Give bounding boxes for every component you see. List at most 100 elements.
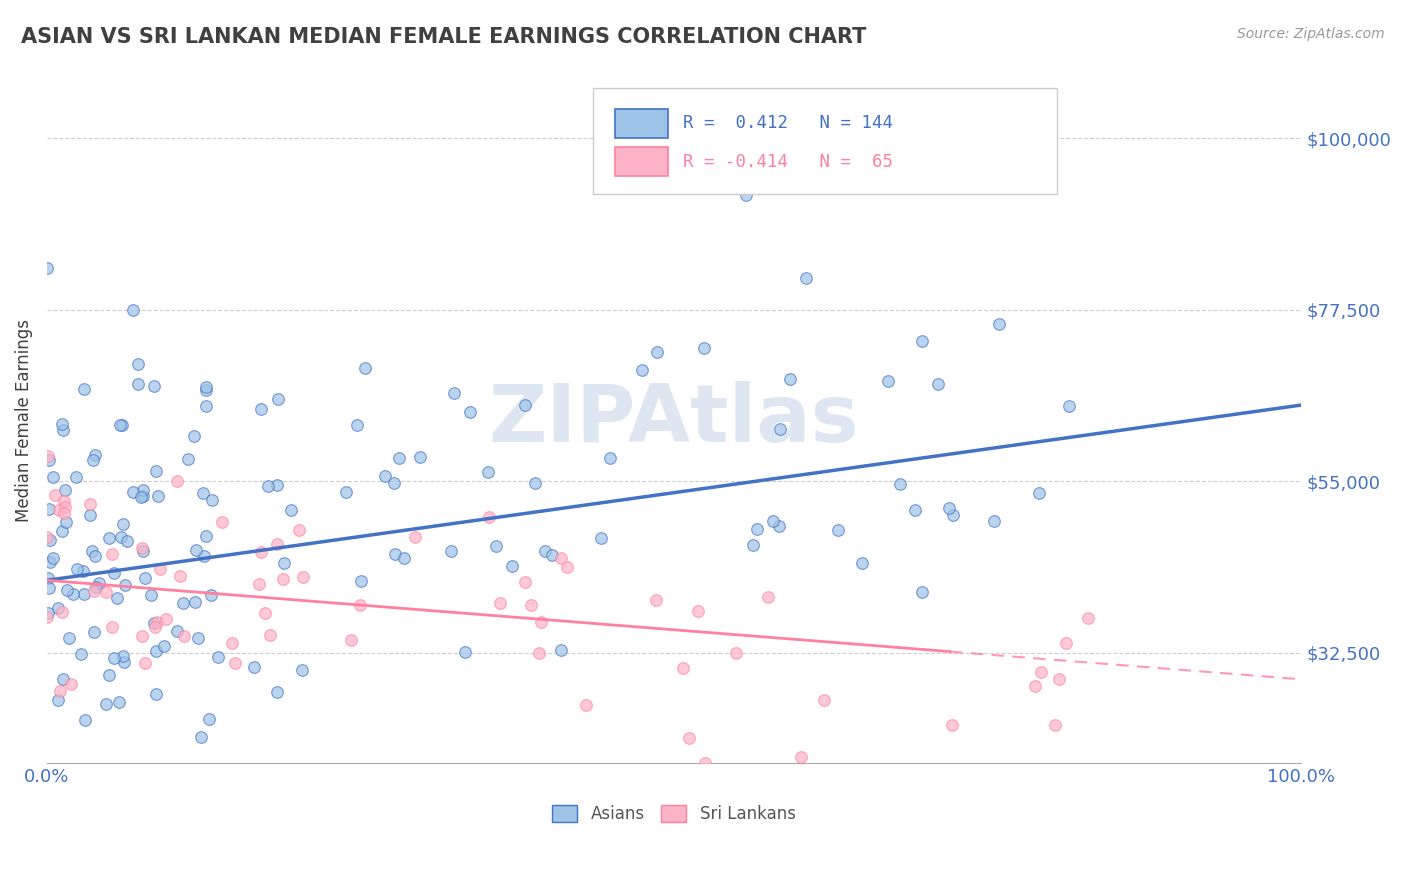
Point (259, 628, 281, 642)
Point (44, 488, 66, 502)
Text: ASIAN VS SRI LANKAN MEDIAN FEMALE EARNINGS CORRELATION CHART: ASIAN VS SRI LANKAN MEDIAN FEMALE EARNIN… (21, 27, 866, 46)
Point (735, 188, 758, 202)
Point (941, 718, 963, 732)
Point (111, 418, 134, 433)
Point (145, 644, 167, 658)
Point (49, 683, 72, 698)
Point (58, 631, 80, 645)
Text: R =  0.412   N = 144: R = 0.412 N = 144 (683, 114, 893, 132)
Point (46, 693, 69, 707)
Point (631, 362, 654, 376)
Point (557, 560, 579, 574)
Point (97, 531, 120, 545)
Point (46, 601, 69, 615)
Point (384, 475, 406, 490)
Point (1047, 672, 1070, 686)
Point (758, 590, 780, 604)
Point (678, 731, 700, 745)
Point (827, 523, 849, 537)
Point (51, 524, 73, 538)
Point (79, 508, 101, 522)
Point (187, 631, 209, 645)
Point (190, 730, 212, 744)
Point (911, 334, 934, 349)
Point (183, 595, 205, 609)
Point (291, 663, 314, 677)
Point (745, 523, 768, 537)
Point (779, 371, 801, 385)
Point (38, 501, 60, 516)
Point (198, 712, 221, 726)
Point (350, 574, 373, 588)
Point (39, 533, 62, 547)
Point (82, 453, 104, 467)
Point (249, 545, 271, 559)
Point (155, 612, 177, 626)
Point (139, 588, 162, 602)
Point (121, 303, 143, 318)
Point (904, 502, 927, 516)
Point (169, 569, 191, 583)
Point (1054, 636, 1077, 650)
Point (273, 572, 295, 586)
Point (142, 378, 165, 392)
Point (52, 672, 75, 686)
Point (145, 687, 167, 701)
Point (84, 580, 107, 594)
Point (530, 615, 553, 629)
Point (672, 661, 695, 675)
Point (794, 270, 817, 285)
Point (645, 593, 668, 607)
Point (84, 549, 107, 563)
Point (599, 451, 621, 466)
Point (51, 605, 73, 619)
Point (79, 497, 101, 511)
Point (813, 693, 835, 707)
Point (529, 646, 551, 660)
Point (143, 615, 166, 630)
Point (72, 382, 94, 396)
Point (193, 486, 215, 500)
Point (177, 452, 200, 467)
Point (129, 491, 152, 505)
Point (37, 449, 59, 463)
Point (35, 610, 58, 624)
Point (762, 514, 785, 528)
Point (404, 530, 426, 544)
Point (394, 550, 416, 565)
Text: Source: ZipAtlas.com: Source: ZipAtlas.com (1237, 27, 1385, 41)
Point (1024, 679, 1046, 693)
Point (266, 478, 288, 492)
Point (267, 392, 290, 406)
Point (938, 501, 960, 516)
Point (183, 429, 205, 443)
Point (927, 377, 949, 392)
Point (478, 510, 501, 524)
Point (83, 625, 105, 640)
Point (37, 260, 59, 275)
Point (149, 562, 172, 576)
Point (132, 483, 155, 497)
Point (166, 624, 188, 638)
Point (266, 537, 288, 551)
Point (94, 584, 117, 599)
Point (52, 494, 75, 508)
Point (89, 576, 111, 591)
Point (39, 555, 62, 569)
Point (166, 474, 188, 488)
Point (53, 483, 76, 498)
Point (501, 558, 523, 573)
Point (647, 344, 669, 359)
Point (550, 643, 572, 657)
Y-axis label: Median Female Earnings: Median Female Earnings (15, 318, 32, 522)
Point (131, 629, 153, 643)
Point (56, 583, 79, 598)
Legend: Asians, Sri Lankans: Asians, Sri Lankans (553, 805, 796, 823)
Point (221, 635, 243, 649)
Point (266, 684, 288, 698)
Bar (614, 147, 668, 177)
Point (692, 341, 714, 355)
Point (173, 629, 195, 643)
Point (83, 584, 105, 599)
Point (768, 519, 790, 533)
